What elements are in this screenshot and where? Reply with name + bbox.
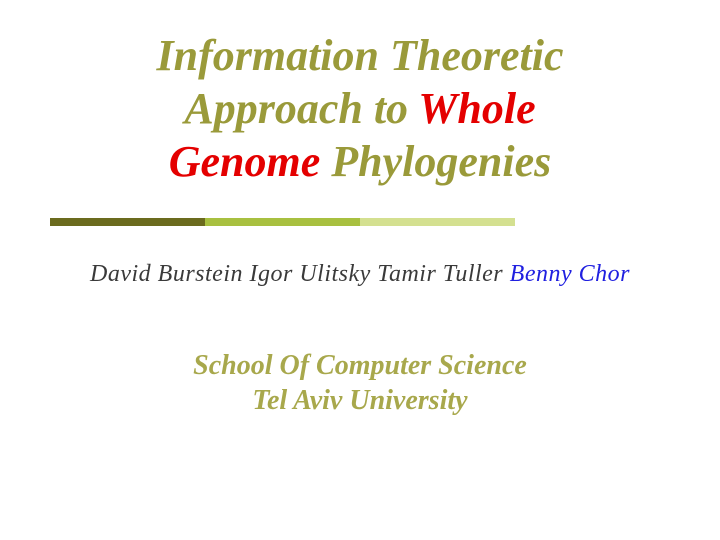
title-text-olive-2: Approach to xyxy=(184,84,418,133)
affiliation-line-2: Tel Aviv University xyxy=(50,383,670,418)
authors-regular: David Burstein Igor Ulitsky Tamir Tuller xyxy=(90,261,510,287)
slide-container: Information Theoretic Approach to Whole … xyxy=(0,0,720,540)
title-line-3: Genome Phylogenies xyxy=(50,136,670,189)
title-line-2: Approach to Whole xyxy=(50,83,670,136)
divider-segment-2 xyxy=(205,218,360,226)
title-text-red-1: Whole xyxy=(418,84,535,133)
divider-bar xyxy=(50,218,670,226)
affiliation-line-1: School Of Computer Science xyxy=(50,348,670,383)
authors-line: David Burstein Igor Ulitsky Tamir Tuller… xyxy=(50,261,670,288)
title-text-red-2: Genome xyxy=(169,137,321,186)
title-text-olive-3: Phylogenies xyxy=(320,137,551,186)
divider-segment-4 xyxy=(515,218,670,226)
affiliation-block: School Of Computer Science Tel Aviv Univ… xyxy=(50,348,670,418)
divider-segment-3 xyxy=(360,218,515,226)
author-highlighted: Benny Chor xyxy=(510,261,630,287)
slide-title: Information Theoretic Approach to Whole … xyxy=(50,30,670,188)
divider-segment-1 xyxy=(50,218,205,226)
title-line-1: Information Theoretic xyxy=(50,30,670,83)
title-text-olive-1: Information Theoretic xyxy=(156,31,563,80)
